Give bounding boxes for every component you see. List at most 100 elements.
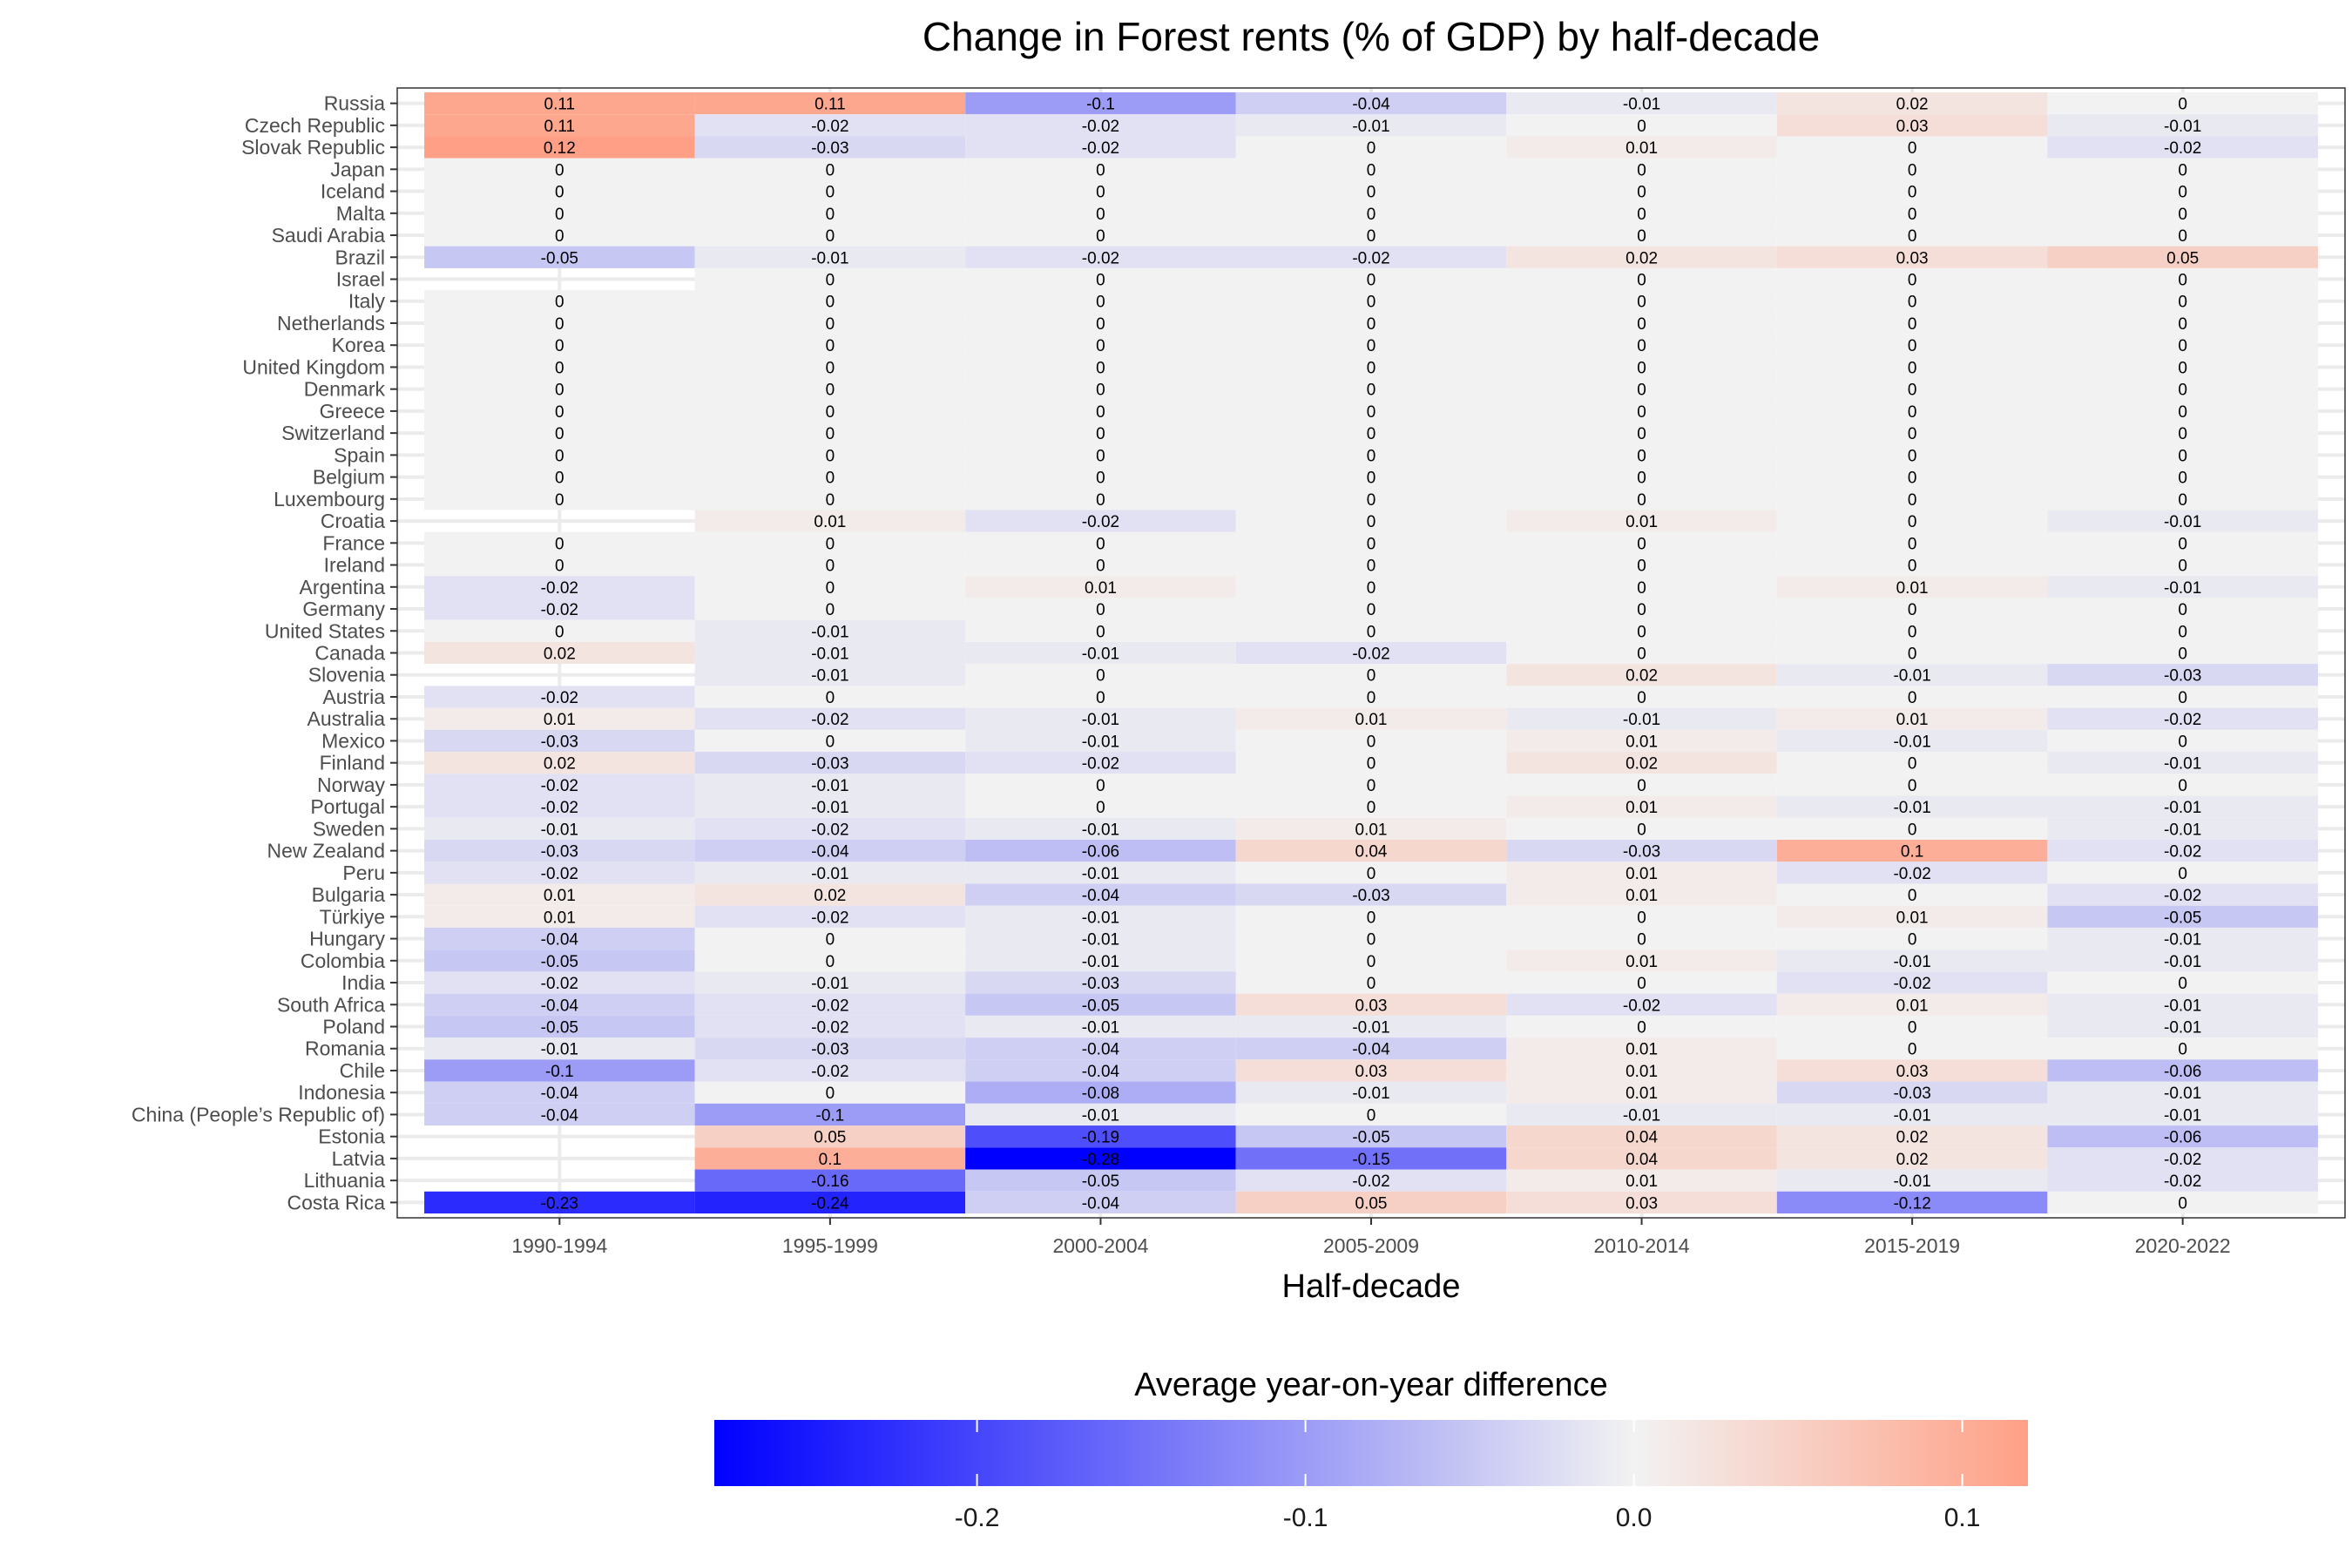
heatmap-cell — [694, 1147, 966, 1170]
heatmap-cell — [424, 774, 695, 796]
heatmap-cell — [2047, 774, 2318, 796]
heatmap-cell — [1506, 1169, 1777, 1192]
cell-value-label: -0.01 — [2164, 755, 2201, 774]
cell-value-label: 0 — [555, 382, 564, 400]
cell-value-label: -0.04 — [1082, 1063, 1120, 1081]
y-tick-label: Latvia — [332, 1147, 386, 1170]
y-tick-label: Costa Rica — [287, 1191, 386, 1213]
heatmap-cell — [2047, 510, 2318, 532]
heatmap-cell — [1776, 355, 2048, 379]
cell-value-label: 0 — [555, 359, 564, 377]
heatmap-cell — [424, 400, 695, 422]
cell-value-label: 0 — [826, 403, 835, 422]
cell-value-label: -0.01 — [2164, 953, 2201, 971]
heatmap-cell — [1235, 202, 1507, 225]
cell-value-label: 0 — [2178, 382, 2187, 400]
heatmap-cell — [2047, 950, 2318, 972]
cell-value-label: -0.02 — [1082, 249, 1119, 267]
cell-value-label: 0 — [1096, 315, 1105, 334]
heatmap-cell — [1506, 246, 1777, 268]
heatmap-cell — [424, 971, 695, 994]
heatmap-cell — [1506, 840, 1777, 862]
heatmap-cell — [965, 443, 1236, 466]
heatmap-cell — [2047, 686, 2318, 708]
heatmap-cell — [1506, 158, 1777, 180]
heatmap-cell — [694, 619, 966, 642]
heatmap-cell — [1235, 927, 1507, 950]
cell-value-label: 0 — [1367, 272, 1376, 290]
heatmap-cell — [1235, 729, 1507, 753]
cell-value-label: 0.02 — [814, 887, 846, 905]
cell-value-label: 0.01 — [1355, 711, 1388, 729]
heatmap-cell — [1506, 179, 1777, 203]
heatmap-cell — [694, 686, 966, 708]
cell-value-label: -0.03 — [1893, 1085, 1930, 1103]
cell-value-label: 0 — [826, 953, 835, 971]
heatmap-cell — [1776, 1169, 2048, 1192]
cell-value-label: -0.02 — [811, 1019, 848, 1037]
heatmap-cell — [2047, 1125, 2318, 1148]
heatmap-cell — [965, 927, 1236, 950]
cell-value-label: 0 — [1367, 733, 1376, 751]
heatmap-cell — [424, 993, 695, 1016]
heatmap-cell — [1776, 202, 2048, 225]
heatmap-cell — [965, 1125, 1236, 1148]
cell-value-label: -0.03 — [541, 843, 578, 862]
cell-value-label: 0.02 — [1625, 755, 1658, 774]
heatmap-cell — [1776, 641, 2048, 665]
heatmap-cell — [1235, 686, 1507, 708]
cell-value-label: -0.01 — [1082, 909, 1119, 927]
heatmap-cell — [965, 312, 1236, 335]
heatmap-cell — [1506, 1037, 1777, 1060]
heatmap-cell — [694, 334, 966, 356]
x-tick-label: 2005-2009 — [1323, 1234, 1419, 1257]
cell-value-label: -0.02 — [1352, 645, 1389, 664]
cell-value-label: 0 — [1908, 931, 1917, 950]
y-tick-label: Spain — [334, 443, 385, 466]
heatmap-cell — [1506, 707, 1777, 730]
heatmap-cell — [1506, 355, 1777, 379]
cell-value-label: -0.02 — [811, 118, 848, 136]
cell-value-label: -0.01 — [1893, 667, 1930, 686]
heatmap-cell — [2047, 531, 2318, 554]
heatmap-cell — [1235, 883, 1507, 906]
y-tick-label: Austria — [322, 686, 385, 708]
cell-value-label: 0 — [2178, 535, 2187, 553]
cell-value-label: -0.06 — [2164, 1063, 2201, 1081]
cell-value-label: -0.01 — [811, 249, 848, 267]
heatmap-cell — [1776, 466, 2048, 489]
y-tick-label: Canada — [314, 642, 385, 665]
heatmap-cell — [1506, 619, 1777, 642]
cell-value-label: -0.02 — [1082, 513, 1119, 531]
heatmap-cell — [694, 1191, 966, 1213]
heatmap-cell — [965, 158, 1236, 180]
heatmap-cell — [1235, 378, 1507, 401]
cell-value-label: 0 — [555, 184, 564, 202]
cell-value-label: 0.03 — [1896, 249, 1929, 267]
cell-value-label: 0 — [2178, 623, 2187, 641]
y-tick-label: Finland — [320, 752, 385, 774]
cell-value-label: 0 — [826, 1085, 835, 1103]
cell-value-label: -0.05 — [541, 1019, 578, 1037]
heatmap-cell — [1776, 553, 2048, 577]
heatmap-cell — [1506, 862, 1777, 884]
legend-tick-label: 0.0 — [1616, 1504, 1652, 1532]
heatmap-cell — [965, 1147, 1236, 1170]
heatmap-cell — [1506, 795, 1777, 818]
heatmap-cell — [1235, 114, 1507, 137]
heatmap-cell — [2047, 179, 2318, 203]
cell-value-label: -0.01 — [1082, 931, 1119, 950]
cell-value-label: 0 — [1367, 294, 1376, 312]
cell-value-label: 0 — [555, 491, 564, 510]
heatmap-cell — [1235, 224, 1507, 247]
cell-value-label: 0 — [2178, 403, 2187, 422]
cell-value-label: 0 — [2178, 601, 2187, 619]
cell-value-label: -0.05 — [1082, 997, 1119, 1015]
y-tick-label: Peru — [342, 862, 385, 884]
cell-value-label: 0 — [555, 161, 564, 179]
cell-value-label: 0.01 — [1625, 139, 1658, 158]
cell-value-label: 0 — [1637, 315, 1646, 334]
cell-value-label: 0.04 — [1625, 1129, 1658, 1147]
cell-value-label: 0 — [1637, 470, 1646, 488]
cell-value-label: 0 — [1908, 1019, 1917, 1037]
